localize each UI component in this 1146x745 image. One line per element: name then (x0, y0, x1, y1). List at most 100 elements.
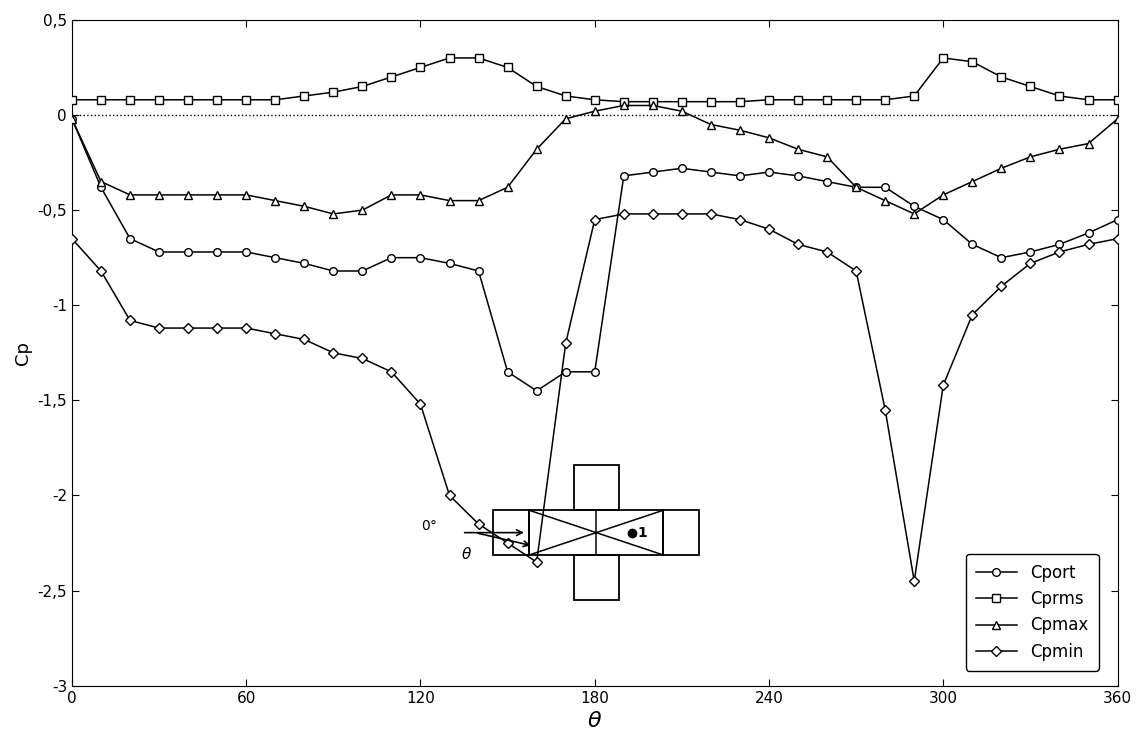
Cpmin (1023, 259, 1037, 268)
Cport (298, 259, 312, 268)
Cpmin (1052, 247, 1066, 256)
Cport (472, 267, 486, 276)
Cpmin (327, 349, 340, 358)
Cpmax (298, 202, 312, 211)
Cpmin (240, 323, 253, 332)
Cprms (704, 97, 717, 106)
Cpmax (733, 126, 747, 135)
Cprms (94, 95, 108, 104)
Cpmax (1023, 153, 1037, 162)
Cprms (1082, 95, 1096, 104)
Cpmax (529, 145, 543, 153)
Cport (94, 183, 108, 191)
Cpmax (617, 101, 630, 110)
Cpmax (908, 209, 921, 218)
Cport (965, 240, 979, 249)
Cport (646, 168, 660, 177)
Cprms (762, 95, 776, 104)
Cpmin (298, 335, 312, 344)
Cpmax (181, 191, 195, 200)
Cport (268, 253, 282, 262)
Cport (123, 234, 136, 243)
Cpmax (646, 101, 660, 110)
Cport (181, 247, 195, 256)
Cprms (1110, 95, 1124, 104)
Cpmax (965, 177, 979, 186)
Cport (704, 168, 717, 177)
Cpmin (675, 209, 689, 218)
Cport (821, 177, 834, 186)
Cpmax (559, 114, 573, 123)
Cport (762, 168, 776, 177)
Cprms (965, 57, 979, 66)
Cpmax (1052, 145, 1066, 153)
Cpmin (385, 367, 399, 376)
Cport (65, 114, 79, 123)
Cpmin (501, 539, 515, 548)
Cpmax (501, 183, 515, 191)
Cpmax (936, 191, 950, 200)
Cpmax (878, 196, 892, 205)
Cprms (559, 92, 573, 101)
Cpmin (849, 267, 863, 276)
Cpmin (414, 399, 427, 408)
Cprms (240, 95, 253, 104)
Cport (559, 367, 573, 376)
Cpmax (791, 145, 804, 153)
Cpmin (1082, 240, 1096, 249)
Cpmin (94, 267, 108, 276)
Cpmin (908, 577, 921, 586)
Cpmax (849, 183, 863, 191)
Cpmin (617, 209, 630, 218)
Cprms (908, 92, 921, 101)
Cpmax (821, 153, 834, 162)
Cpmax (675, 107, 689, 115)
Cprms (791, 95, 804, 104)
Cport (617, 171, 630, 180)
Cport (995, 253, 1008, 262)
Cprms (298, 92, 312, 101)
Cprms (123, 95, 136, 104)
Cpmax (1110, 114, 1124, 123)
Cpmax (327, 209, 340, 218)
Cprms (821, 95, 834, 104)
Cport (240, 247, 253, 256)
Cprms (385, 72, 399, 81)
Cprms (646, 97, 660, 106)
Cpmax (152, 191, 166, 200)
Cport (908, 202, 921, 211)
Cprms (501, 63, 515, 72)
Cpmin (181, 323, 195, 332)
Cprms (181, 95, 195, 104)
Cport (588, 367, 602, 376)
Cprms (472, 54, 486, 63)
Cport (414, 253, 427, 262)
Cpmax (385, 191, 399, 200)
Cpmax (1082, 139, 1096, 148)
Cpmin (472, 519, 486, 528)
Cpmin (821, 247, 834, 256)
Cpmax (414, 191, 427, 200)
Cpmin (268, 329, 282, 338)
Cport (355, 267, 369, 276)
Cprms (878, 95, 892, 104)
Cprms (675, 97, 689, 106)
Cpmax (704, 120, 717, 129)
Legend: Cport, Cprms, Cpmax, Cpmin: Cport, Cprms, Cpmax, Cpmin (966, 554, 1099, 670)
Cport (675, 164, 689, 173)
Cport (936, 215, 950, 224)
Cpmax (995, 164, 1008, 173)
Cport (327, 267, 340, 276)
Cport (442, 259, 456, 268)
Cprms (936, 54, 950, 63)
X-axis label: θ: θ (588, 711, 602, 731)
Cprms (442, 54, 456, 63)
Cpmax (123, 191, 136, 200)
Cprms (65, 95, 79, 104)
Cpmax (65, 114, 79, 123)
Cprms (733, 97, 747, 106)
Cprms (849, 95, 863, 104)
Cpmin (646, 209, 660, 218)
Cpmin (152, 323, 166, 332)
Cpmax (588, 107, 602, 115)
